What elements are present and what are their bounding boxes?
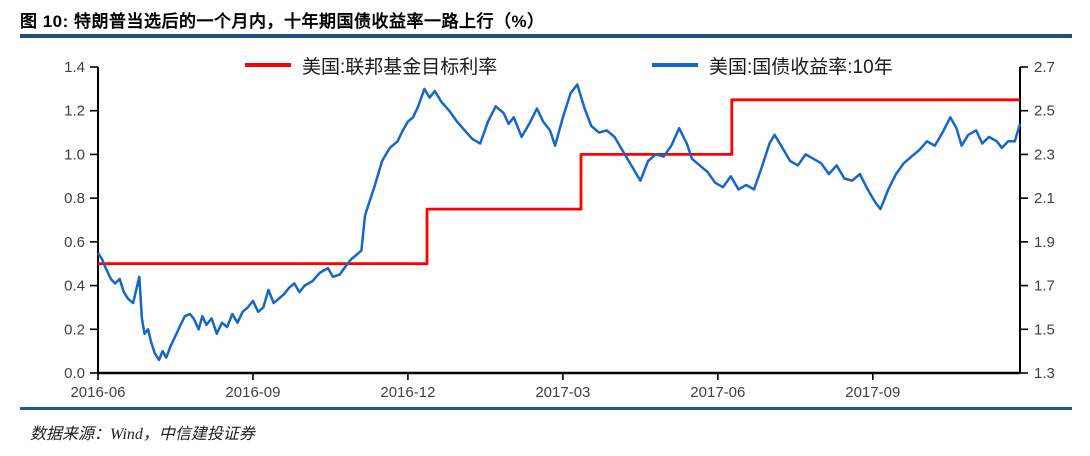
- y-left-tick-label: 0.4: [64, 278, 85, 295]
- legend-item-treasury-10y: 美国:国债收益率:10年: [652, 54, 893, 78]
- y-left-tick-label: 0.2: [64, 321, 85, 338]
- y-left-tick-label: 0.0: [64, 365, 85, 382]
- x-tick-label: 2016-06: [70, 384, 125, 401]
- page-title: 图 10: 特朗普当选后的一个月内，十年期国债收益率一路上行（%）: [20, 12, 545, 31]
- x-tick-label: 2017-09: [845, 384, 900, 401]
- series-treasury-10y-line: [96, 83, 1022, 362]
- y-right-tick-label: 1.7: [1034, 278, 1055, 295]
- y-left-tick-label: 1.4: [64, 59, 85, 76]
- x-tick-label: 2017-06: [690, 384, 745, 401]
- series-fed-funds-target-line: [98, 98, 1020, 266]
- x-tick-label: 2016-12: [380, 384, 435, 401]
- legend-label: 美国:国债收益率:10年: [709, 56, 893, 78]
- legend-item-fed-funds: 美国:联邦基金目标利率: [245, 54, 498, 78]
- y-right-tick-label: 1.3: [1034, 365, 1055, 382]
- legend-label: 美国:联邦基金目标利率: [302, 56, 498, 78]
- y-left-tick-label: 1.2: [64, 103, 85, 120]
- source-note: 数据来源：Wind，中信建投证券: [30, 426, 255, 443]
- footer-divider-rule: [20, 407, 1072, 410]
- y-right-tick-label: 1.9: [1034, 234, 1055, 251]
- y-right-tick-label: 2.7: [1034, 59, 1055, 76]
- x-tick-label: 2016-09: [225, 384, 280, 401]
- y-right-tick-label: 2.1: [1034, 190, 1055, 207]
- x-tick-label: 2017-03: [535, 384, 590, 401]
- y-right-tick-label: 2.3: [1034, 146, 1055, 163]
- title-divider-rule: [20, 34, 1072, 38]
- y-right-tick-label: 2.5: [1034, 103, 1055, 120]
- y-left-tick-label: 0.8: [64, 190, 85, 207]
- y-right-tick-label: 1.5: [1034, 321, 1055, 338]
- red-line-swatch-icon: [245, 63, 291, 67]
- blue-line-swatch-icon: [652, 63, 698, 67]
- y-left-tick-label: 1.0: [64, 146, 85, 163]
- y-left-tick-label: 0.6: [64, 234, 85, 251]
